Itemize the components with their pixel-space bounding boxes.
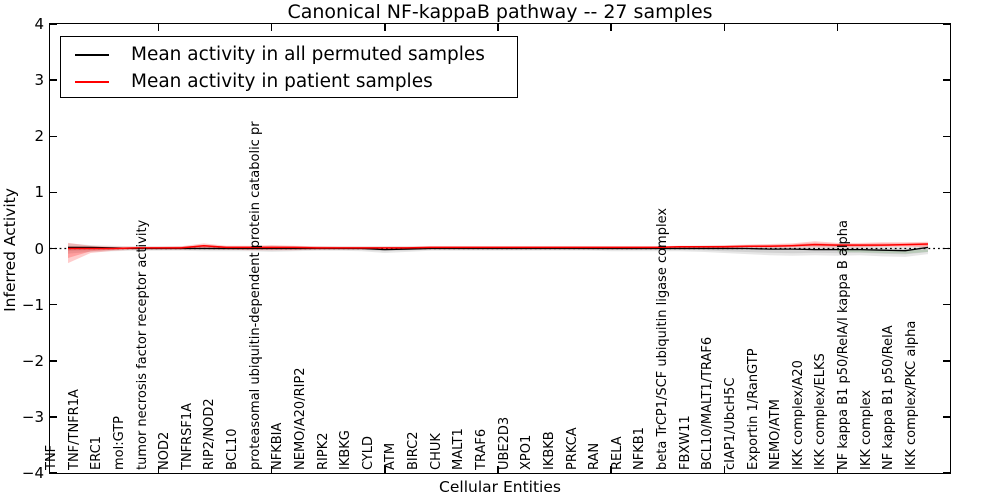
y-tick-left [50, 303, 57, 306]
x-tick-label: TRAF6 [474, 428, 489, 470]
x-tick-label: CHUK [428, 433, 444, 470]
x-tick-label: RIPK2 [315, 432, 331, 470]
x-tick-label: cIAP1/UbcH5C [722, 377, 738, 470]
chart-title: Canonical NF-kappaB pathway -- 27 sample… [287, 1, 713, 23]
x-tick-label: IKK complex/PKC alpha [904, 320, 919, 470]
x-tick-label: mol:GTP [111, 416, 127, 470]
x-tick-label: IKK complex [858, 389, 874, 470]
x-tick-label: MALT1 [451, 428, 467, 470]
legend: Mean activity in all permuted samples Me… [60, 36, 518, 98]
y-tick-left [50, 360, 57, 362]
x-tick-label: IKBKG [338, 430, 354, 470]
x-tick-label: UBE2D3 [496, 416, 512, 470]
x-tick-label: XPO1 [519, 434, 535, 470]
y-tick-right [943, 135, 950, 137]
legend-item-patient: Mean activity in patient samples [75, 68, 517, 95]
x-tick-label: RIP2/NOD2 [202, 398, 218, 470]
x-tick-label: TNF [44, 444, 59, 470]
y-tick-right [943, 472, 950, 474]
x-tick-bottom [157, 466, 160, 473]
y-tick-left [50, 416, 57, 418]
x-tick-label: PRKCA [564, 427, 580, 470]
y-tick-left [50, 23, 57, 25]
x-tick-label: NF kappa B1 p50/RelA [881, 325, 897, 470]
x-tick-label: NFKBIA [270, 422, 286, 470]
y-tick-right [943, 23, 950, 25]
x-tick-bottom [723, 466, 726, 473]
x-tick-label: CYLD [360, 435, 376, 470]
x-tick-label: IKK complex/A20 [790, 360, 806, 470]
x-tick-top [384, 24, 386, 31]
y-tick-label: 1 [34, 183, 44, 202]
x-tick-label: NEMO/ATM [768, 399, 784, 470]
y-tick-left [50, 191, 57, 194]
x-tick-bottom [270, 466, 273, 473]
mean-activity-in-patient-samples-line [68, 243, 929, 250]
x-tick-label: RELA [609, 436, 625, 470]
y-tick-right [943, 247, 950, 250]
y-axis-label: Inferred Activity [1, 188, 19, 312]
x-tick-bottom [836, 466, 839, 473]
x-tick-label: BCL10 [225, 428, 241, 470]
legend-label-patient: Mean activity in patient samples [131, 71, 433, 92]
x-tick-label: ATM [383, 442, 399, 470]
x-tick-label: IKK complex/ELKS [813, 353, 829, 470]
y-tick-label: 4 [34, 15, 44, 33]
x-tick-label: NFKB1 [632, 427, 648, 470]
x-tick-top [157, 24, 160, 31]
y-tick-left [50, 472, 57, 474]
x-tick-label: Exportin 1/RanGTP [745, 348, 761, 470]
legend-line-sample-patient [75, 80, 109, 83]
x-tick-label: NEMO/A20/RIP2 [292, 367, 308, 470]
chart-canvas [50, 241, 950, 264]
x-tick-label: FBXW11 [677, 415, 693, 470]
y-tick-label: −2 [21, 351, 44, 370]
x-tick-label: NF kappa B1 p50/RelA/I kappa B alpha [836, 220, 852, 470]
legend-label-permuted: Mean activity in all permuted samples [131, 44, 485, 65]
x-tick-label: IKBKB [541, 431, 557, 470]
x-tick-label: RAN [587, 442, 603, 470]
x-tick-top [836, 24, 839, 31]
legend-item-permuted: Mean activity in all permuted samples [75, 41, 517, 68]
y-tick-right [943, 79, 950, 81]
x-tick-bottom [610, 466, 612, 473]
x-tick-label: NOD2 [157, 431, 173, 470]
y-tick-label: −1 [21, 295, 44, 314]
legend-line-sample-permuted [75, 53, 109, 56]
x-tick-bottom [384, 466, 386, 473]
x-tick-top [723, 24, 726, 31]
y-tick-right [943, 360, 950, 362]
x-tick-label: proteasomal ubiquitin-dependent protein … [247, 121, 263, 470]
y-tick-left [50, 79, 57, 81]
y-tick-left [50, 135, 57, 137]
x-tick-label: BCL10/MALT1/TRAF6 [700, 336, 716, 470]
x-axis-label: Cellular Entities [439, 478, 561, 496]
x-tick-label: TNFRSF1A [179, 402, 195, 470]
y-tick-right [943, 191, 950, 194]
x-tick-bottom [497, 466, 499, 473]
x-tick-top [497, 24, 499, 31]
y-tick-label: 0 [34, 239, 44, 258]
y-tick-label: 2 [34, 127, 44, 146]
x-tick-label: beta TrCP1/SCF ubiquitin ligase complex [655, 207, 671, 470]
x-tick-label: tumor necrosis factor receptor activity [134, 219, 150, 470]
y-tick-right [943, 303, 950, 306]
y-tick-right [943, 416, 950, 418]
mean-activity-in-all-permuted-samples-line [68, 246, 929, 252]
x-tick-top [270, 24, 273, 31]
x-tick-top [610, 24, 612, 31]
x-tick-label: ERC1 [89, 436, 105, 470]
x-tick-label: BIRC2 [406, 431, 422, 471]
x-tick-label: TNF/TNFR1A [66, 389, 82, 470]
y-tick-label: −4 [21, 464, 44, 482]
y-tick-left [50, 247, 57, 250]
y-tick-label: 3 [34, 71, 44, 90]
y-tick-label: −3 [21, 407, 44, 426]
